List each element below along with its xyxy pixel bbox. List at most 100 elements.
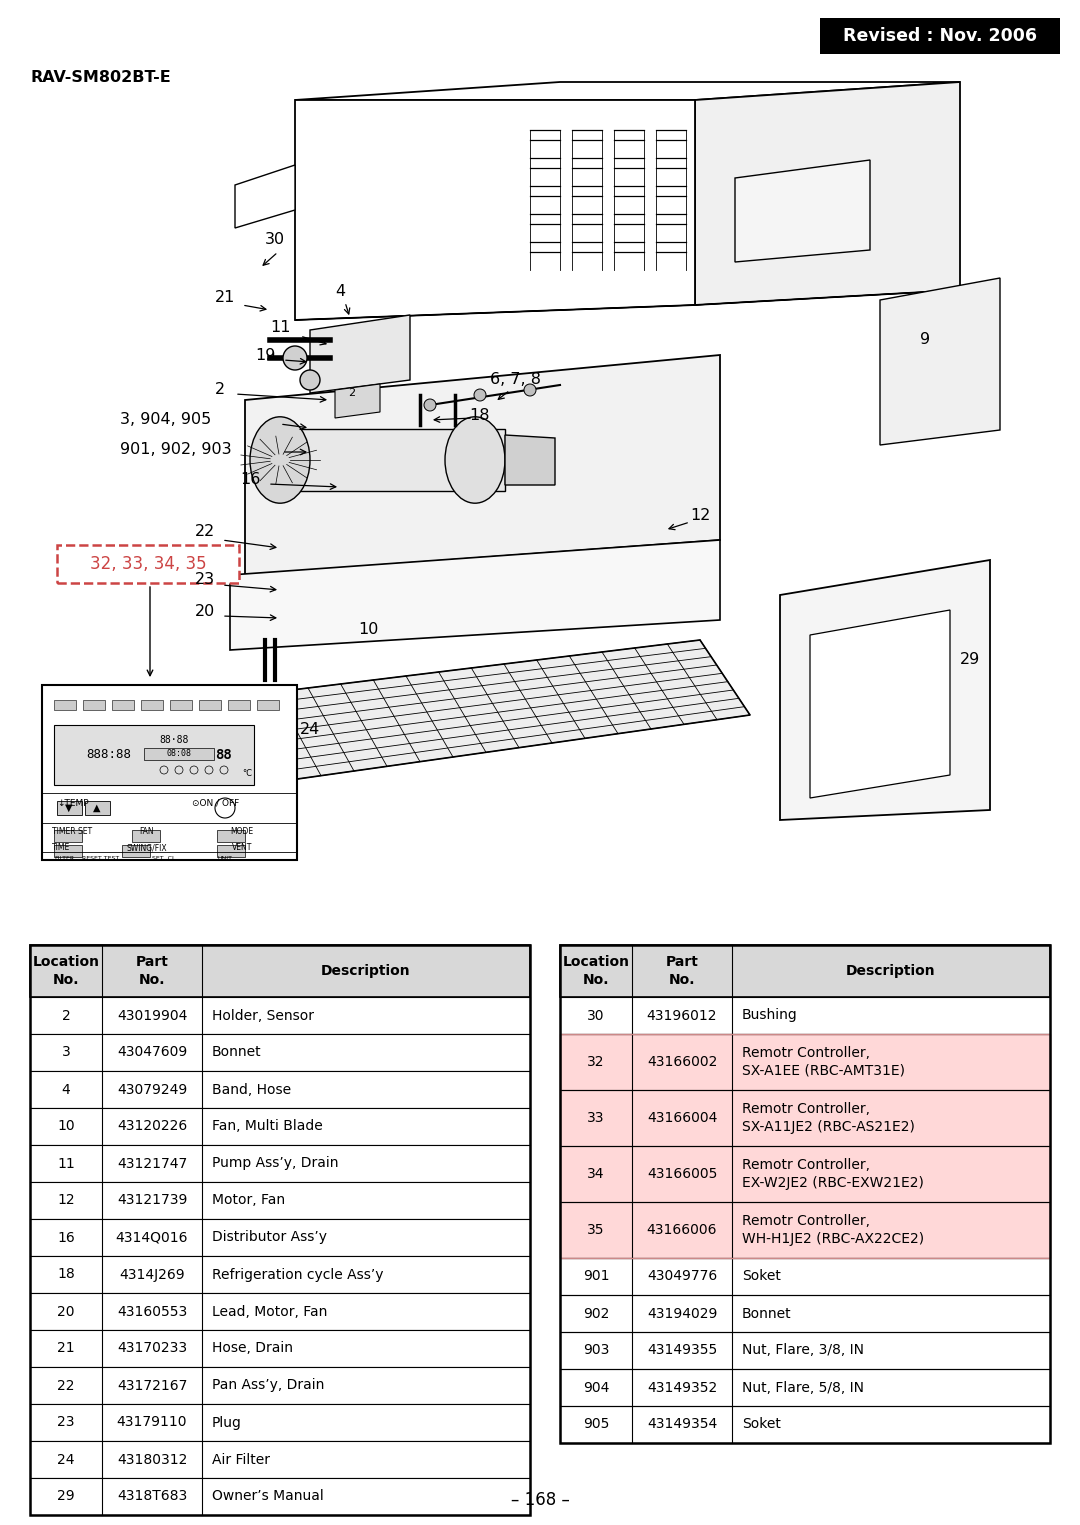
Text: 901: 901 bbox=[583, 1269, 609, 1284]
Polygon shape bbox=[880, 278, 1000, 445]
Bar bbox=[561, 997, 1050, 1034]
Polygon shape bbox=[295, 101, 696, 320]
Bar bbox=[30, 1293, 530, 1330]
Text: 12: 12 bbox=[690, 508, 711, 523]
Text: 11: 11 bbox=[270, 320, 291, 336]
Text: 24: 24 bbox=[57, 1452, 75, 1467]
Bar bbox=[561, 946, 1050, 997]
Text: 11: 11 bbox=[57, 1156, 75, 1171]
Text: Bonnet: Bonnet bbox=[212, 1046, 261, 1060]
Ellipse shape bbox=[445, 416, 505, 503]
Text: 24: 24 bbox=[300, 723, 321, 738]
Polygon shape bbox=[280, 429, 505, 491]
Bar bbox=[30, 1330, 530, 1366]
Text: 33: 33 bbox=[588, 1112, 605, 1125]
Text: TIME: TIME bbox=[52, 843, 70, 852]
Text: Bonnet: Bonnet bbox=[742, 1307, 792, 1321]
Text: Pan Ass’y, Drain: Pan Ass’y, Drain bbox=[212, 1379, 324, 1392]
Text: 43160553: 43160553 bbox=[117, 1304, 187, 1319]
Bar bbox=[561, 1145, 1050, 1202]
Bar bbox=[561, 946, 1050, 1443]
Polygon shape bbox=[505, 435, 555, 485]
Text: 43170233: 43170233 bbox=[117, 1342, 187, 1356]
Text: 10: 10 bbox=[57, 1119, 75, 1133]
Text: 4318T683: 4318T683 bbox=[117, 1490, 187, 1504]
Text: 10: 10 bbox=[357, 622, 378, 637]
Bar bbox=[132, 830, 160, 842]
Text: 35: 35 bbox=[588, 1223, 605, 1237]
Polygon shape bbox=[210, 640, 750, 785]
Bar bbox=[561, 1034, 1050, 1090]
Text: Fan, Multi Blade: Fan, Multi Blade bbox=[212, 1119, 323, 1133]
Polygon shape bbox=[230, 540, 720, 650]
Text: 29: 29 bbox=[960, 653, 981, 668]
Text: 43149355: 43149355 bbox=[647, 1344, 717, 1357]
Text: SWING/FIX: SWING/FIX bbox=[126, 843, 167, 852]
Bar bbox=[54, 845, 82, 857]
Text: 23: 23 bbox=[195, 572, 215, 587]
Text: 16: 16 bbox=[240, 473, 260, 488]
Text: – 168 –: – 168 – bbox=[511, 1491, 569, 1510]
Bar bbox=[30, 1145, 530, 1182]
Bar bbox=[144, 747, 214, 759]
Text: FILTER: FILTER bbox=[54, 857, 75, 862]
Text: Description: Description bbox=[847, 964, 935, 978]
Text: 43149352: 43149352 bbox=[647, 1380, 717, 1394]
Bar bbox=[30, 1034, 530, 1071]
Text: UNIT: UNIT bbox=[217, 857, 232, 862]
Text: Nut, Flare, 5/8, IN: Nut, Flare, 5/8, IN bbox=[742, 1380, 864, 1394]
Text: 904: 904 bbox=[583, 1380, 609, 1394]
Text: 43166005: 43166005 bbox=[647, 1167, 717, 1180]
Text: 888:88: 888:88 bbox=[86, 749, 132, 761]
Bar bbox=[170, 700, 192, 711]
Text: Air Filter: Air Filter bbox=[212, 1452, 270, 1467]
Bar bbox=[30, 1366, 530, 1405]
Bar bbox=[820, 18, 1059, 53]
Bar bbox=[228, 700, 249, 711]
Text: 20: 20 bbox=[57, 1304, 75, 1319]
Bar bbox=[30, 1071, 530, 1109]
Text: ▲: ▲ bbox=[93, 804, 100, 813]
Text: Part
No.: Part No. bbox=[136, 955, 168, 987]
Text: Soket: Soket bbox=[742, 1269, 781, 1284]
Bar bbox=[561, 1202, 1050, 1258]
Polygon shape bbox=[780, 560, 990, 820]
Text: 901, 902, 903: 901, 902, 903 bbox=[120, 442, 231, 457]
Text: Remotr Controller,
SX-A1EE (RBC-AMT31E): Remotr Controller, SX-A1EE (RBC-AMT31E) bbox=[742, 1046, 905, 1078]
Bar bbox=[561, 1090, 1050, 1145]
Bar bbox=[561, 1295, 1050, 1331]
Text: Band, Hose: Band, Hose bbox=[212, 1083, 292, 1096]
Text: Nut, Flare, 3/8, IN: Nut, Flare, 3/8, IN bbox=[742, 1344, 864, 1357]
Bar bbox=[561, 1406, 1050, 1443]
Text: 43019904: 43019904 bbox=[117, 1008, 187, 1022]
Text: Holder, Sensor: Holder, Sensor bbox=[212, 1008, 314, 1022]
Text: 43079249: 43079249 bbox=[117, 1083, 187, 1096]
Text: 43047609: 43047609 bbox=[117, 1046, 187, 1060]
Text: RAV-SM802BT-E: RAV-SM802BT-E bbox=[30, 70, 171, 85]
Text: 43166004: 43166004 bbox=[647, 1112, 717, 1125]
Text: 43194029: 43194029 bbox=[647, 1307, 717, 1321]
Text: Location
No.: Location No. bbox=[563, 955, 630, 987]
Bar bbox=[54, 700, 76, 711]
Text: °C: °C bbox=[242, 769, 252, 778]
Text: Hose, Drain: Hose, Drain bbox=[212, 1342, 293, 1356]
Text: 3, 904, 905: 3, 904, 905 bbox=[120, 412, 212, 427]
Text: Pump Ass’y, Drain: Pump Ass’y, Drain bbox=[212, 1156, 338, 1171]
Bar bbox=[57, 544, 239, 583]
Text: 16: 16 bbox=[57, 1231, 75, 1244]
Text: 32: 32 bbox=[588, 1055, 605, 1069]
Circle shape bbox=[300, 371, 320, 390]
Text: 2: 2 bbox=[215, 383, 225, 398]
Bar bbox=[561, 1369, 1050, 1406]
Text: 3: 3 bbox=[62, 1046, 70, 1060]
Text: MODE: MODE bbox=[230, 827, 254, 836]
Text: Part
No.: Part No. bbox=[665, 955, 699, 987]
Text: 43049776: 43049776 bbox=[647, 1269, 717, 1284]
Bar bbox=[85, 801, 110, 814]
Polygon shape bbox=[696, 82, 960, 305]
Text: Soket: Soket bbox=[742, 1418, 781, 1432]
Text: 19: 19 bbox=[255, 348, 275, 363]
Bar bbox=[57, 801, 82, 814]
Polygon shape bbox=[295, 290, 960, 320]
Text: 43121747: 43121747 bbox=[117, 1156, 187, 1171]
